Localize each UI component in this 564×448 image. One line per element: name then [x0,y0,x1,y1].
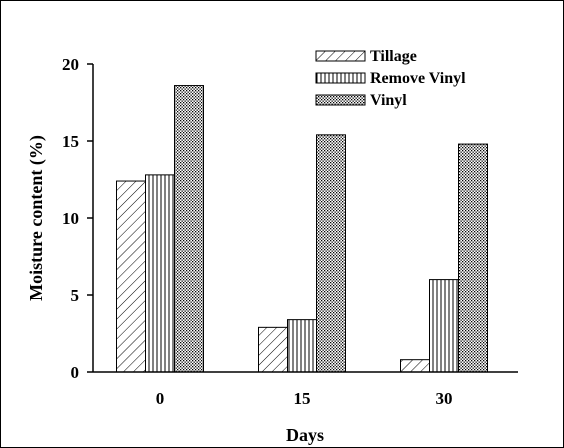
bars [116,85,488,373]
bar-tillage-30 [400,359,430,373]
x-tick-label: 0 [156,389,165,408]
y-tick-label: 5 [71,286,80,305]
legend-label: Tillage [370,48,417,65]
x-tick-label: 15 [294,389,311,408]
legend-swatch-remove-vinyl [315,72,366,84]
x-axis-label: Days [286,425,324,445]
y-tick-label: 15 [62,132,79,151]
legend-label: Vinyl [370,92,407,109]
legend-swatch-tillage [315,50,366,62]
legend-swatch-vinyl [315,94,366,106]
bar-vinyl-15 [316,134,346,373]
bar-tillage-15 [258,326,288,373]
bar-vinyl-30 [458,143,488,373]
bar-remove-vinyl-30 [429,279,459,373]
legend-label: Remove Vinyl [370,70,466,87]
legend: Tillage Remove Vinyl Vinyl [315,48,466,109]
bar-remove-vinyl-15 [287,319,317,373]
y-axis-label: Moisture content (%) [26,135,47,301]
bar-vinyl-0 [174,85,204,373]
y-ticks: 0 5 10 15 20 [62,55,93,382]
y-tick-label: 20 [62,55,79,74]
y-tick-label: 0 [71,363,80,382]
x-tick-label: 30 [436,389,453,408]
bar-remove-vinyl-0 [145,174,175,373]
x-ticks: 0 15 30 [156,389,453,408]
y-tick-label: 10 [62,209,79,228]
bar-tillage-0 [116,180,146,373]
